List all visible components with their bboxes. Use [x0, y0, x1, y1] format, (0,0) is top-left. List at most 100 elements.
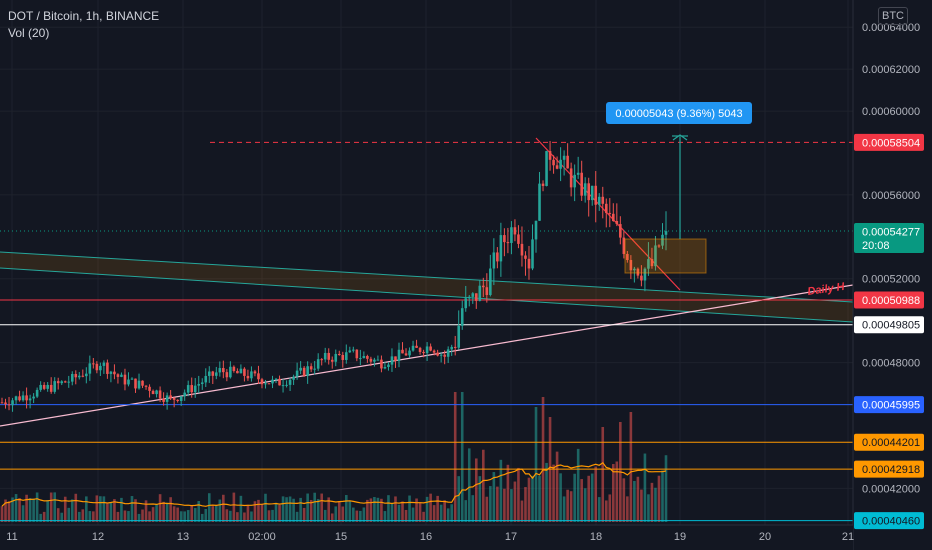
price-tag[interactable]: 0.00045995 — [854, 396, 924, 414]
volume-bar — [215, 505, 218, 522]
candle-body — [218, 368, 222, 373]
candle-body — [39, 384, 42, 390]
price-tick-label: 0.00056000 — [862, 190, 920, 202]
volume-bar — [622, 478, 626, 522]
time-tick-label: 02:00 — [248, 531, 276, 543]
price-tick-label: 0.00062000 — [862, 64, 920, 76]
volume-bar — [373, 497, 376, 522]
volume-bar — [63, 496, 67, 522]
volume-bar — [183, 511, 186, 522]
volume-bar — [418, 502, 422, 522]
candle-body — [604, 203, 608, 213]
candle-body — [489, 268, 492, 295]
candle-body — [482, 285, 485, 288]
candle-body — [7, 404, 11, 406]
price-tag-label: 0.00044201 — [862, 437, 920, 449]
volume-bar — [503, 488, 506, 522]
candle-body — [169, 395, 172, 398]
candle-body — [141, 380, 144, 386]
volume-bar — [60, 512, 64, 522]
price-tag[interactable]: 0.00044201 — [854, 433, 924, 451]
candle-body — [295, 370, 299, 377]
volume-bar — [327, 497, 331, 522]
volume-bar — [664, 455, 668, 522]
candle-body — [264, 383, 267, 385]
time-tick-label: 21 — [842, 531, 854, 543]
volume-bar — [383, 511, 387, 522]
volume-bar — [11, 497, 14, 522]
candle-body — [120, 374, 123, 377]
candle-body — [337, 353, 341, 355]
volume-bar — [474, 458, 478, 522]
candle-body — [67, 381, 71, 383]
daily-high-annotation[interactable]: Daily H — [807, 281, 847, 298]
volume-bar — [77, 511, 81, 522]
volume-bar — [257, 499, 260, 522]
volume-bar — [330, 513, 334, 522]
candle-body — [548, 151, 552, 160]
candle-body — [429, 346, 432, 351]
candle-body — [113, 371, 116, 375]
price-tag[interactable]: 0.00058504 — [854, 133, 924, 151]
candle-body — [257, 373, 260, 380]
candle-body — [636, 268, 640, 276]
volume-bar — [148, 511, 151, 522]
candle-body — [250, 371, 253, 379]
price-tag-label: 0.00058504 — [862, 137, 920, 149]
candle-body — [63, 381, 67, 383]
volume-bar — [243, 512, 246, 522]
volume-bar — [281, 496, 285, 522]
time-axis[interactable]: 11 12 13 02:00 15 16 17 18 19 20 21 — [0, 524, 854, 550]
volume-bar — [573, 473, 576, 522]
drawings[interactable]: 0.00005043 (9.36%) 5043 Daily H — [606, 102, 846, 298]
volume-bar — [309, 499, 313, 522]
symbol-title[interactable]: DOT / Bitcoin, 1h, BINANCE — [8, 9, 160, 23]
measure-label[interactable]: 0.00005043 (9.36%) 5043 — [606, 102, 752, 124]
candle-body — [281, 385, 285, 387]
candle-body — [573, 174, 576, 188]
volume-bar — [446, 508, 450, 522]
volume-bar — [186, 510, 190, 522]
price-tag[interactable]: 0.00050988 — [854, 291, 924, 309]
price-axis[interactable]: 0.00064000 0.00062000 0.00060000 0.00056000… — [852, 0, 932, 550]
volume-bar — [225, 509, 229, 522]
volume-bar — [355, 510, 359, 522]
volume-bar — [85, 496, 88, 522]
volume-bar — [394, 496, 397, 522]
candle-body — [14, 396, 18, 401]
volume-indicator-label[interactable]: Vol (20) — [8, 26, 50, 40]
volume-bar — [576, 448, 580, 522]
volume-bar — [432, 505, 436, 522]
volume-bar — [53, 492, 56, 522]
currency-badge[interactable]: BTC — [878, 7, 908, 25]
candle-body — [144, 385, 148, 387]
volume-bar — [566, 489, 569, 522]
range-box[interactable] — [624, 238, 707, 274]
price-tag[interactable]: 0.00040460 — [854, 512, 924, 530]
volume-bar — [92, 511, 95, 522]
candle-body — [460, 308, 464, 326]
candle-body — [137, 380, 141, 389]
volume-bar — [545, 462, 548, 522]
price-tag[interactable]: 0.00049805 — [854, 316, 924, 334]
candle-body — [88, 363, 92, 374]
candle-body — [380, 359, 383, 369]
time-tick-label: 18 — [590, 531, 602, 543]
volume-bar — [534, 407, 538, 522]
volume-bar — [359, 510, 362, 522]
volume-bar — [169, 497, 172, 522]
measure-arrow-head[interactable] — [672, 134, 688, 141]
volume-bar — [35, 492, 39, 522]
candle-body — [622, 237, 626, 254]
volume-bar — [334, 506, 338, 522]
candle-body — [376, 359, 380, 361]
candle-body — [222, 368, 225, 373]
candle-body — [85, 373, 88, 377]
candle-body — [243, 368, 246, 376]
candle-body — [541, 183, 545, 186]
volume-bar — [313, 492, 316, 522]
price-tag[interactable]: 0.00042918 — [854, 460, 924, 478]
